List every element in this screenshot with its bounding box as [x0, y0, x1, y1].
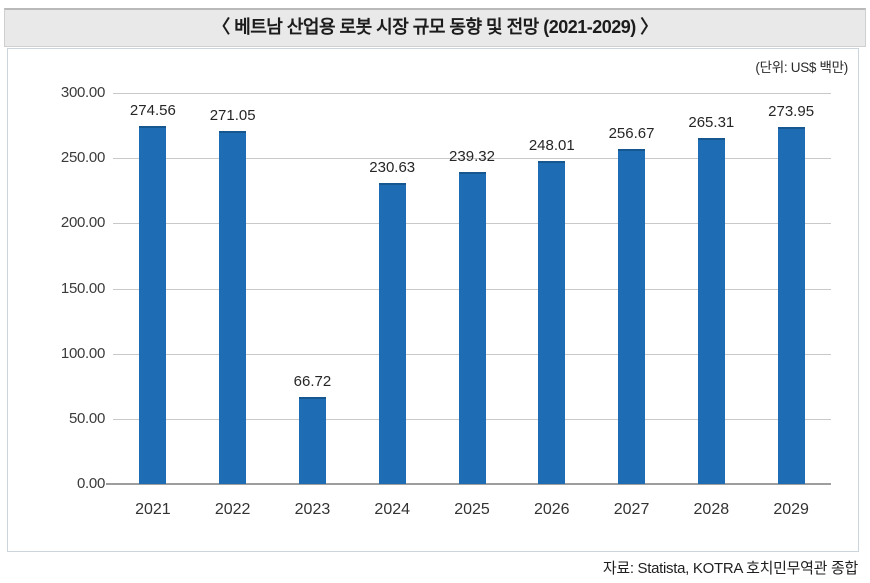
- chart-box: (단위: US$ 백만) 0.00 50.00 100.00 150.00 200.00…: [7, 48, 859, 552]
- figure-title: 〈 베트남 산업용 로봇 시장 규모 동향 및 전망 (2021-2029) 〉: [212, 17, 658, 37]
- y-tick-label: 150.00: [60, 279, 105, 297]
- x-tick-label: 2026: [533, 501, 570, 518]
- y-tick-label: 50.00: [68, 409, 105, 427]
- bar-value-label: 265.31: [688, 114, 735, 132]
- source-caption: 자료: Statista, KOTRA 호치민무역관 종합: [602, 560, 858, 577]
- bar-value-label: 248.01: [528, 136, 575, 154]
- bar-value-label: 230.63: [369, 159, 416, 177]
- bar-value-label: 273.95: [768, 102, 815, 120]
- x-tick-label: 2024: [374, 501, 411, 518]
- figure-title-bar: 〈 베트남 산업용 로봇 시장 규모 동향 및 전망 (2021-2029) 〉: [4, 8, 866, 47]
- x-tick-label: 2022: [214, 501, 251, 518]
- bar: [618, 149, 646, 484]
- bar-value-label: 271.05: [209, 106, 256, 124]
- y-tick-label: 0.00: [77, 475, 105, 492]
- bar: [298, 397, 326, 484]
- bar-value-label: 274.56: [129, 102, 176, 120]
- bar: [219, 130, 247, 484]
- x-tick-label: 2025: [454, 501, 490, 518]
- bar: [458, 172, 486, 484]
- bar-value-label: 239.32: [449, 148, 495, 166]
- gridline: [113, 93, 831, 94]
- gridline: [113, 158, 831, 160]
- y-tick-label: 300.00: [60, 84, 105, 101]
- y-tick-label: 100.00: [60, 344, 105, 362]
- bar-value-label: 256.67: [608, 125, 655, 143]
- x-tick-label: 2029: [773, 501, 809, 518]
- unit-label: (단위: US$ 백만): [755, 60, 848, 75]
- y-tick-label: 250.00: [60, 149, 105, 167]
- x-tick-label: 2028: [693, 501, 730, 518]
- x-tick-label: 2027: [613, 501, 650, 518]
- bar: [378, 183, 406, 484]
- bar: [139, 126, 167, 484]
- bar: [697, 138, 725, 484]
- x-tick-label: 2021: [135, 501, 171, 518]
- y-tick-label: 200.00: [60, 214, 105, 232]
- bar-value-label: 66.72: [293, 373, 332, 391]
- x-axis-line: [106, 483, 831, 485]
- x-tick-label: 2023: [294, 501, 331, 518]
- bar: [538, 160, 566, 484]
- bar: [777, 126, 805, 484]
